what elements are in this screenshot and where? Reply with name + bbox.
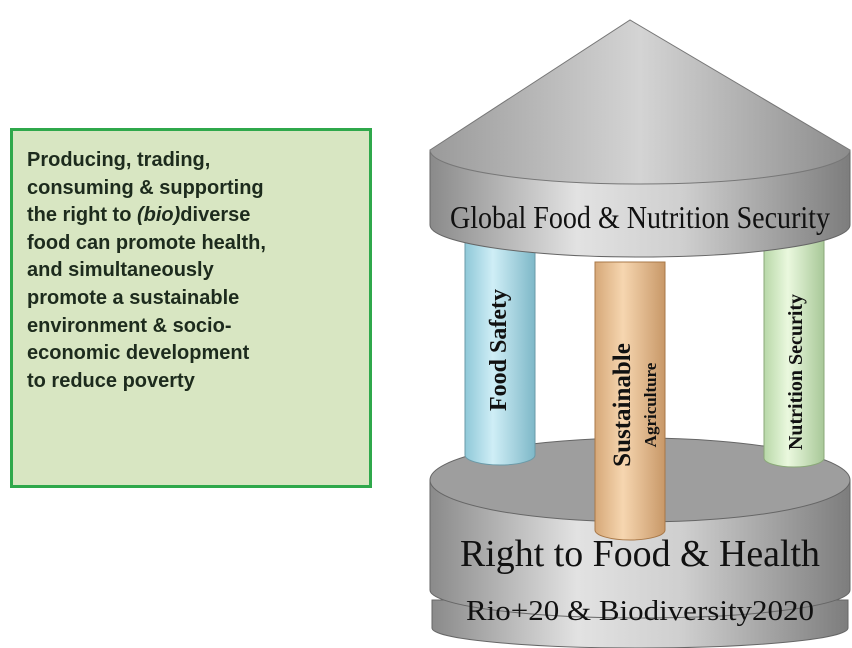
page: {"text_box": {"lines": ["Producing, trad… — [0, 0, 852, 648]
base-lower-label: Rio+20 & Biodiversity2020 — [466, 596, 814, 627]
pillar-label: Sustainable — [609, 343, 636, 467]
roof: Global Food & Nutrition Security — [430, 20, 850, 257]
roof-label: Global Food & Nutrition Security — [450, 199, 830, 235]
roof-cone — [430, 20, 850, 184]
pillar-label: Food Safety — [486, 289, 512, 411]
temple: Right to Food & Health Rio+20 & Biodiver… — [0, 0, 852, 648]
pillar-label: Agriculture — [641, 362, 660, 447]
pillar-label: Nutrition Security — [785, 294, 807, 450]
